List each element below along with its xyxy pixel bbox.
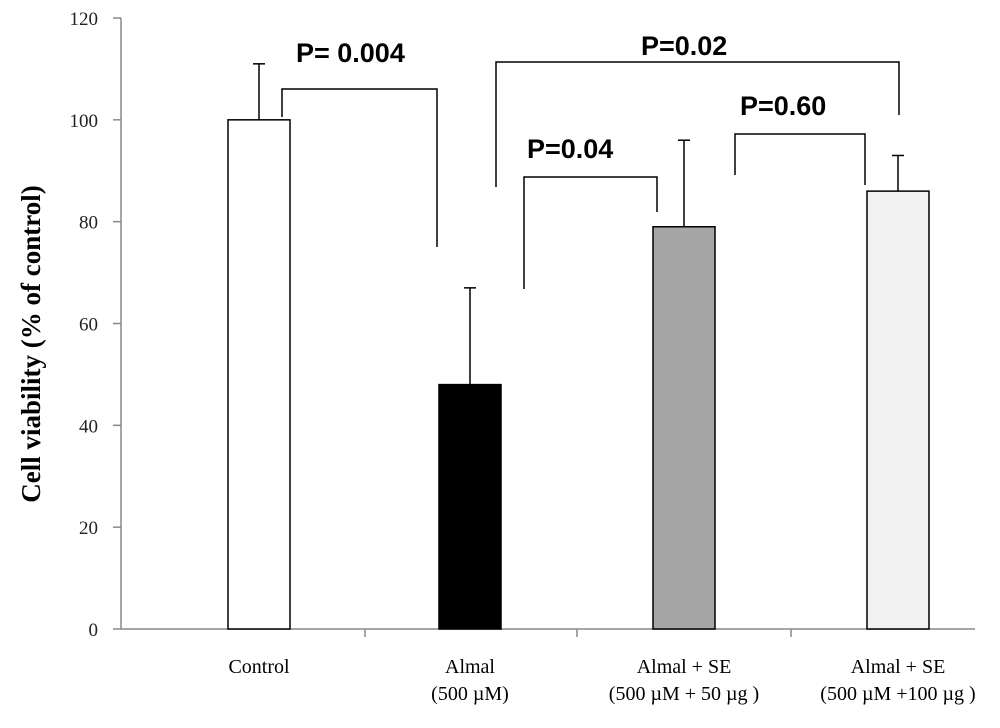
y-tick-label: 100 (70, 111, 99, 132)
bar (866, 190, 930, 630)
significance-bracket (523, 176, 658, 289)
bars: Control Almal (500 µM) Almal + SE (500 µM + … (227, 63, 976, 705)
bar (652, 226, 716, 630)
y-tick-label: 20 (79, 518, 98, 539)
y-tick-label: 80 (79, 213, 98, 234)
p-value-label: P=0.04 (527, 134, 613, 164)
significance-bracket (495, 61, 900, 187)
x-category-label: (500 µM + 50 µg ) (609, 683, 759, 705)
y-tick-label: 40 (79, 416, 98, 437)
x-category-label: (500 µM +100 µg ) (820, 683, 975, 705)
bar (438, 383, 502, 630)
x-category-label: Almal + SE (637, 656, 732, 678)
y-tick-label: 60 (79, 315, 98, 336)
significance-bracket (281, 88, 438, 247)
p-value-label: P= 0.004 (296, 38, 405, 68)
x-category-label: Almal (445, 656, 495, 678)
y-tick-label: 120 (70, 9, 99, 30)
x-category-label: Control (228, 656, 290, 678)
significance-brackets: P= 0.004 P=0.04 P=0.60 P=0.02 (281, 31, 900, 289)
x-category-label: (500 µM) (431, 683, 509, 705)
x-category-label: Almal + SE (851, 656, 946, 678)
axes: 0 20 40 60 80 100 120 (70, 9, 975, 641)
p-value-label: P=0.02 (641, 31, 727, 61)
y-tick-label: 0 (89, 620, 99, 641)
bar (227, 119, 291, 630)
significance-bracket (734, 133, 866, 185)
p-value-label: P=0.60 (740, 91, 826, 121)
y-axis-label: Cell viability (% of control) (16, 185, 46, 502)
